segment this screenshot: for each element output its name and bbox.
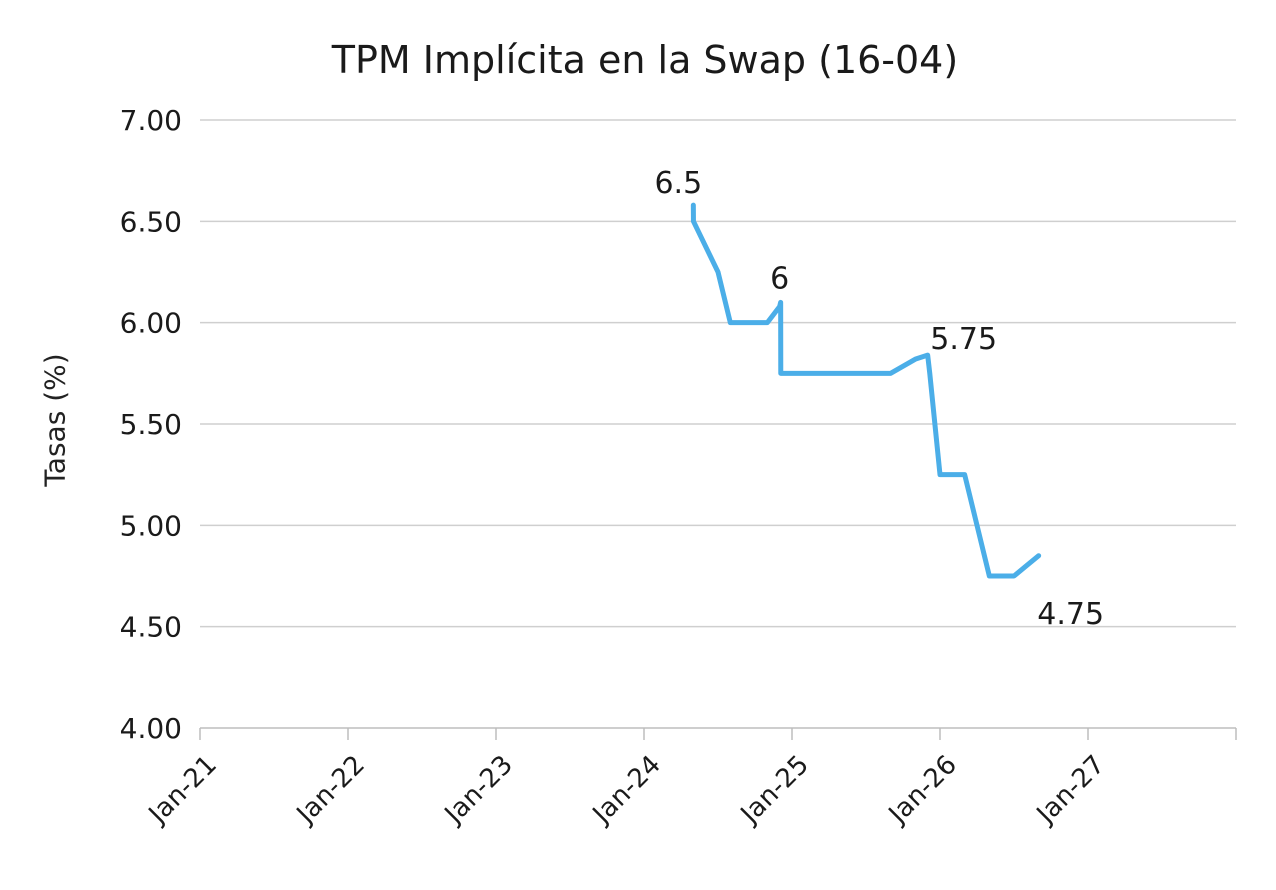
y-tick-label: 6.50: [120, 205, 182, 238]
x-tick-label: Jan-21: [142, 750, 223, 831]
y-tick-label: 4.00: [120, 712, 182, 745]
x-tick-label: Jan-23: [438, 750, 519, 831]
x-tick-label: Jan-22: [290, 750, 371, 831]
y-tick-label: 4.50: [120, 611, 182, 644]
y-tick-label: 6.00: [120, 307, 182, 340]
y-tick-label: 5.50: [120, 408, 182, 441]
data-label: 5.75: [930, 322, 997, 357]
y-tick-label: 7.00: [120, 104, 182, 137]
x-tick-label: Jan-25: [734, 750, 815, 831]
data-label: 4.75: [1037, 597, 1104, 632]
series-line: [690, 202, 1042, 579]
chart-title: TPM Implícita en la Swap (16-04): [331, 38, 959, 82]
x-tick-label: Jan-24: [586, 750, 667, 831]
x-tick-label: Jan-27: [1030, 750, 1111, 831]
data-label: 6.5: [654, 166, 702, 201]
y-tick-label: 5.00: [120, 509, 182, 542]
x-tick-label: Jan-26: [882, 750, 963, 831]
data-label: 6: [770, 261, 789, 296]
